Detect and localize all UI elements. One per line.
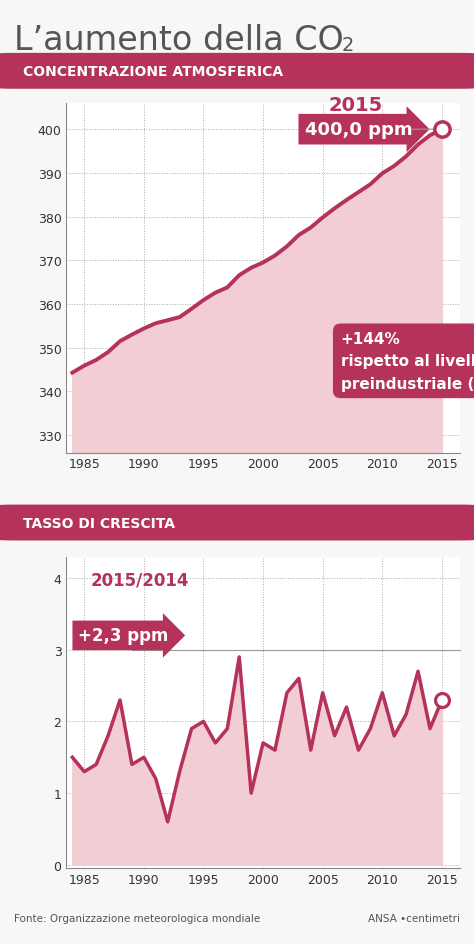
Text: CONCENTRAZIONE ATMOSFERICA: CONCENTRAZIONE ATMOSFERICA (23, 65, 283, 78)
Text: L’aumento della CO: L’aumento della CO (14, 24, 344, 57)
Text: 2015/2014: 2015/2014 (90, 571, 189, 589)
Text: ANSA •centimetri: ANSA •centimetri (368, 913, 460, 923)
Text: TASSO DI CRESCITA: TASSO DI CRESCITA (23, 516, 175, 530)
Text: +144%
rispetto al livello
preindustriale (1750): +144% rispetto al livello preindustriale… (340, 331, 474, 391)
Text: +2,3 ppm: +2,3 ppm (78, 627, 169, 645)
Text: 2: 2 (341, 36, 354, 55)
FancyBboxPatch shape (0, 54, 474, 90)
Text: (parti per milione/anno): (parti per milione/anno) (15, 510, 164, 523)
FancyBboxPatch shape (0, 505, 474, 541)
Text: Fonte: Organizzazione meteorologica mondiale: Fonte: Organizzazione meteorologica mond… (14, 913, 261, 923)
Text: 2015: 2015 (328, 95, 383, 115)
Text: (parti per milione): (parti per milione) (15, 59, 129, 72)
Text: 400,0 ppm: 400,0 ppm (305, 121, 412, 139)
